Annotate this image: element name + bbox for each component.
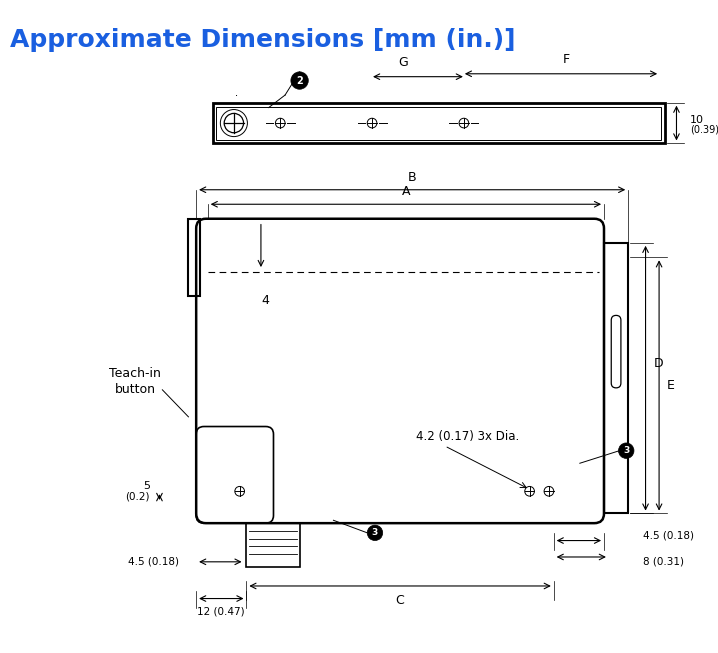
Bar (216, 106, 661, 140)
Bar (188, 219, 200, 296)
Text: A: A (401, 185, 410, 199)
Text: 10: 10 (690, 115, 704, 125)
Circle shape (291, 72, 308, 89)
Text: Approximate Dimensions [mm (in.)]: Approximate Dimensions [mm (in.)] (9, 28, 515, 52)
Text: (0.2): (0.2) (126, 491, 150, 501)
Text: 3: 3 (372, 528, 378, 537)
Text: 4.5 (0.18): 4.5 (0.18) (128, 557, 179, 567)
Text: 8 (0.31): 8 (0.31) (643, 557, 684, 567)
Text: E: E (667, 379, 675, 392)
Bar (246, 523, 299, 567)
Circle shape (618, 443, 634, 458)
Circle shape (367, 525, 383, 541)
Text: 5: 5 (143, 481, 150, 492)
Text: 4.2 (0.17) 3x Dia.: 4.2 (0.17) 3x Dia. (416, 430, 519, 443)
Text: button: button (115, 383, 156, 396)
Text: 12 (0.47): 12 (0.47) (197, 606, 245, 616)
Text: 4: 4 (262, 295, 270, 308)
Text: D: D (653, 357, 663, 370)
Bar (213, 103, 665, 144)
Text: 2: 2 (297, 76, 303, 86)
Text: (0.39): (0.39) (690, 125, 718, 135)
Text: 3: 3 (623, 446, 630, 455)
Bar (604, 243, 628, 513)
Text: ◕0: ◕0 (236, 95, 238, 96)
Text: F: F (562, 53, 569, 66)
Text: C: C (396, 594, 404, 607)
Text: B: B (408, 171, 416, 184)
Text: 4.5 (0.18): 4.5 (0.18) (643, 531, 694, 541)
Text: G: G (398, 56, 409, 69)
Text: Teach-in: Teach-in (109, 367, 162, 380)
